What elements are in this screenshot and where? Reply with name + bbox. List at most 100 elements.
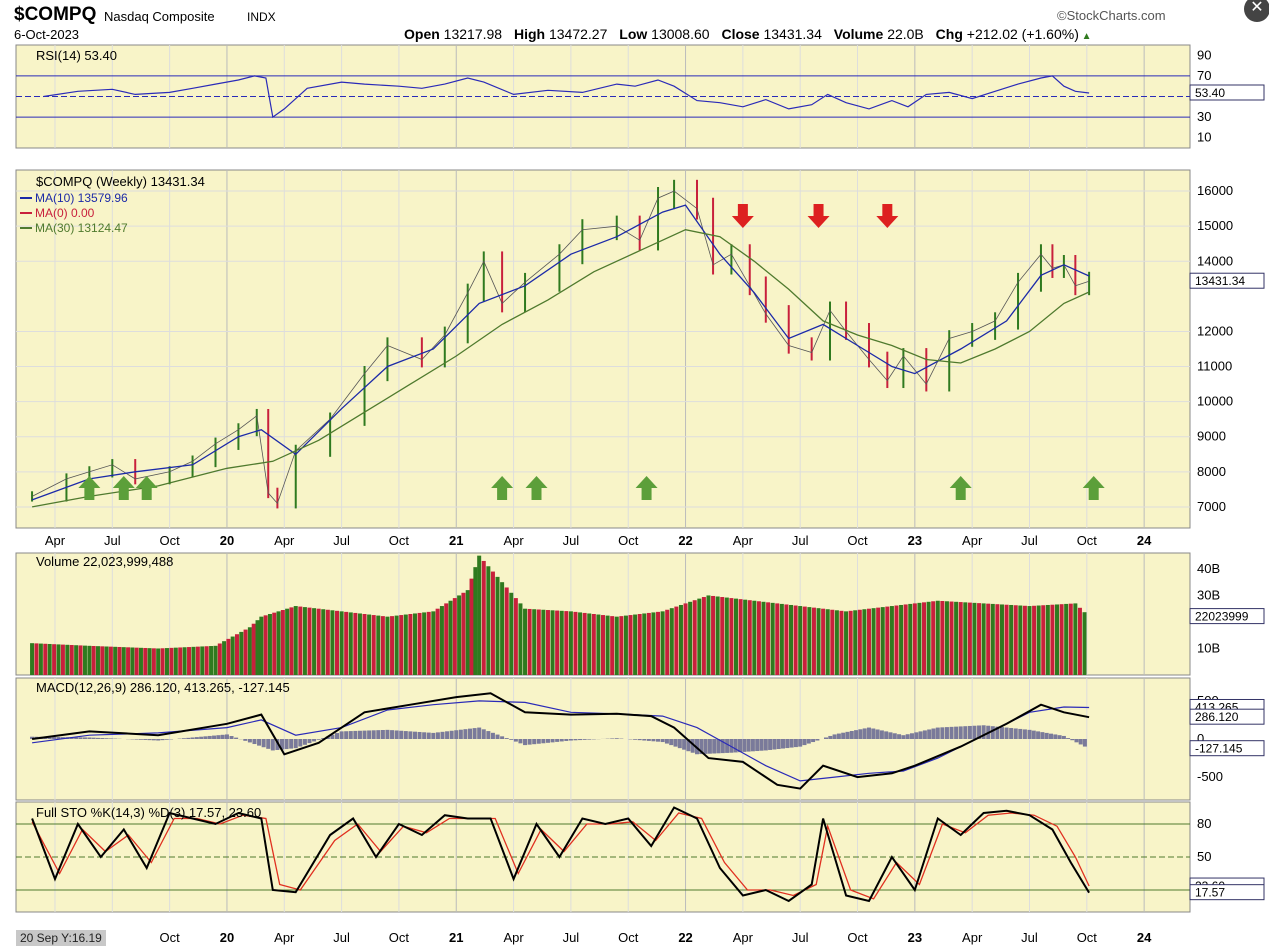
volume-bar bbox=[1073, 603, 1078, 675]
brand-label: ©StockCharts.com bbox=[1057, 8, 1166, 23]
x-tick-label: Apr bbox=[962, 533, 983, 548]
price-current-label: 13431.34 bbox=[1195, 274, 1245, 288]
macd-histogram-bar bbox=[229, 736, 234, 739]
macd-histogram-bar bbox=[958, 726, 963, 739]
volume-bar bbox=[715, 596, 720, 675]
macd-histogram-bar bbox=[261, 739, 266, 748]
volume-bar bbox=[752, 600, 757, 675]
macd-histogram-bar bbox=[999, 727, 1004, 739]
macd-histogram-bar bbox=[472, 728, 477, 739]
volume-bar bbox=[104, 646, 109, 675]
macd-histogram-bar bbox=[371, 730, 376, 739]
volume-bar bbox=[807, 607, 812, 675]
macd-histogram-bar bbox=[1048, 733, 1053, 739]
macd-histogram-bar bbox=[931, 728, 936, 739]
volume-bar bbox=[222, 641, 227, 675]
volume-bar bbox=[1013, 605, 1018, 675]
macd-histogram-current-label-box bbox=[1189, 740, 1265, 757]
macd-histogram-bar bbox=[91, 737, 96, 739]
macd-title: MACD(12,26,9) 286.120, 413.265, -127.145 bbox=[36, 680, 290, 695]
macd-histogram-bar bbox=[633, 739, 638, 740]
close-value: 13431.34 bbox=[763, 26, 822, 42]
macd-histogram-bar bbox=[82, 737, 87, 739]
volume-bar bbox=[912, 603, 917, 675]
macd-histogram-bar bbox=[417, 731, 422, 739]
macd-line bbox=[31, 692, 1090, 790]
macd-histogram-bar bbox=[490, 732, 495, 739]
macd-histogram-bar bbox=[742, 739, 747, 752]
volume-bar bbox=[160, 648, 165, 675]
macd-histogram-bar bbox=[275, 739, 280, 750]
volume-bar bbox=[720, 597, 725, 675]
volume-bar bbox=[633, 614, 638, 675]
volume-bar bbox=[674, 606, 679, 675]
macd-histogram-bar bbox=[216, 735, 221, 739]
macd-histogram-bar bbox=[841, 732, 846, 739]
volume-bar bbox=[452, 598, 457, 675]
macd-histogram-bar bbox=[156, 739, 161, 741]
x-tick-label: Apr bbox=[274, 533, 295, 548]
volume-bar bbox=[770, 602, 775, 675]
volume-bar bbox=[263, 615, 268, 675]
volume-bar bbox=[251, 623, 256, 675]
macd-histogram-bar bbox=[449, 730, 454, 739]
bottom-x-tick-label: Jul bbox=[792, 930, 809, 945]
volume-bar bbox=[504, 587, 509, 675]
rsi-title: RSI(14) 53.40 bbox=[36, 48, 117, 63]
macd-histogram-bar bbox=[793, 739, 798, 748]
volume-bar bbox=[477, 555, 482, 675]
volume-bar bbox=[390, 616, 395, 675]
volume-bar bbox=[876, 607, 881, 675]
macd-histogram-bar bbox=[806, 739, 811, 744]
macd-histogram-bar bbox=[394, 730, 399, 739]
macd-histogram-bar bbox=[513, 739, 518, 742]
macd-histogram-bar bbox=[690, 739, 695, 753]
macd-histogram-bar bbox=[811, 739, 816, 743]
macd-tick-label: -500 bbox=[1197, 769, 1223, 784]
macd-histogram-bar bbox=[399, 730, 404, 739]
volume-bar bbox=[1009, 604, 1014, 675]
x-tick-label: Oct bbox=[1077, 533, 1098, 548]
macd-histogram-bar bbox=[151, 739, 156, 741]
x-tick-label: Jul bbox=[333, 533, 350, 548]
x-tick-label: Oct bbox=[847, 533, 868, 548]
macd-histogram-bar bbox=[1040, 732, 1045, 739]
volume-bar bbox=[578, 612, 583, 675]
macd-histogram-bar bbox=[108, 738, 113, 739]
macd-histogram-bar bbox=[348, 731, 353, 739]
macd-histogram-bar bbox=[699, 739, 704, 755]
volume-bar bbox=[995, 604, 1000, 675]
volume-bar bbox=[825, 609, 830, 675]
x-tick-label: 23 bbox=[908, 533, 922, 548]
volume-bar bbox=[733, 598, 738, 675]
macd-histogram-bar bbox=[289, 739, 294, 749]
macd-histogram-bar bbox=[335, 733, 340, 739]
macd-histogram-bar bbox=[725, 739, 730, 753]
close-icon[interactable]: ✕ bbox=[1244, 0, 1269, 22]
volume-bar bbox=[848, 610, 853, 675]
macd-histogram-bar bbox=[1057, 735, 1062, 739]
macd-histogram-bar bbox=[380, 730, 385, 739]
macd-histogram-bar bbox=[509, 739, 514, 740]
macd-histogram-bar bbox=[669, 739, 674, 746]
volume-bar bbox=[756, 601, 761, 675]
volume-bar bbox=[591, 614, 596, 675]
volume-bar bbox=[408, 614, 413, 675]
macd-histogram-bar bbox=[1044, 732, 1049, 739]
chg-label: Chg bbox=[935, 26, 963, 42]
low-value: 13008.60 bbox=[651, 26, 710, 42]
volume-title: Volume 22,023,999,488 bbox=[36, 554, 173, 569]
volume-bar bbox=[412, 613, 417, 675]
macd-histogram-bar bbox=[610, 738, 615, 739]
macd-histogram-bar bbox=[454, 730, 459, 739]
volume-bar bbox=[121, 647, 126, 675]
macd-histogram-bar bbox=[181, 738, 186, 739]
macd-histogram-bar bbox=[339, 731, 344, 739]
ma30-line bbox=[31, 229, 1090, 508]
macd-histogram-bar bbox=[559, 739, 564, 742]
macd-histogram-bar bbox=[673, 739, 678, 747]
macd-histogram-bar bbox=[763, 739, 768, 751]
macd-histogram-bar bbox=[367, 730, 372, 739]
sto-k-current-label: 17.57 bbox=[1195, 886, 1225, 900]
